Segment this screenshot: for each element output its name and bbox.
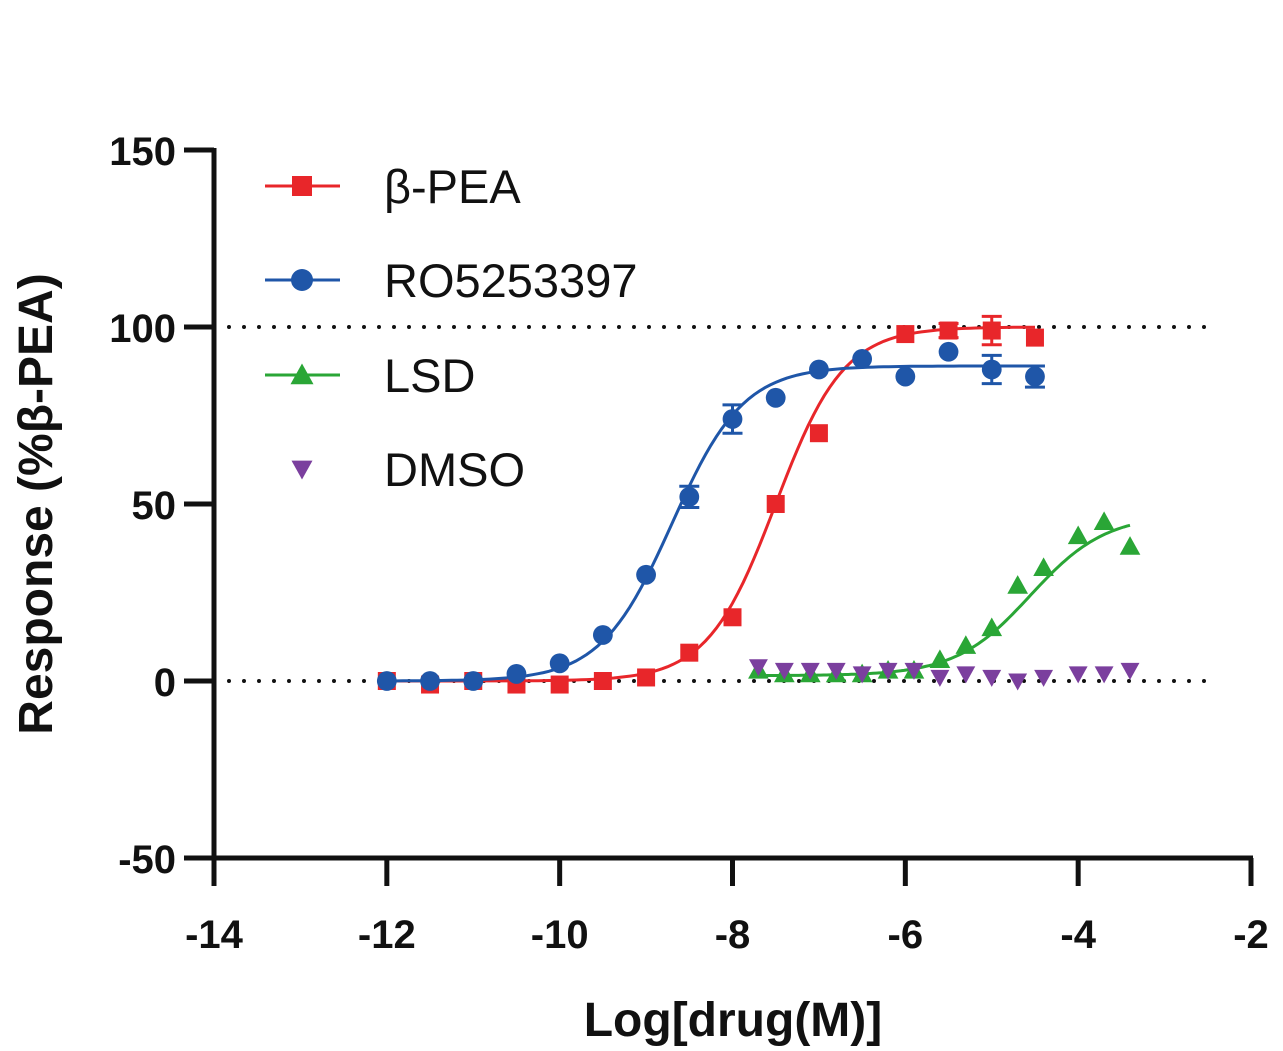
data-point-ro5253397: [376, 671, 397, 691]
data-point-pea: [593, 672, 612, 690]
data-point-pea: [550, 675, 569, 694]
data-point-lsd: [1067, 525, 1089, 545]
axes: -50 0 50 100 150 -14 -12 -10 -8 -6 -4 -2: [109, 130, 1269, 957]
data-point-pea: [680, 643, 699, 662]
data-point-dmso: [904, 662, 924, 680]
data-point-dmso: [1068, 666, 1088, 684]
data-point-lsd: [1119, 536, 1141, 555]
series-lsd: [748, 511, 1141, 683]
series-dmso: [748, 659, 1140, 691]
data-point-ro5253397: [1025, 366, 1045, 387]
data-point-lsd: [981, 617, 1003, 637]
legend-label: LSD: [384, 349, 475, 402]
x-tick-label: -14: [185, 913, 244, 957]
x-tick-label: -4: [1060, 913, 1096, 957]
data-point-pea: [766, 495, 785, 513]
data-point-ro5253397: [765, 387, 786, 408]
fit-curve-ro5253397: [386, 364, 1035, 683]
data-point-pea: [723, 608, 742, 627]
data-point-dmso: [956, 666, 976, 684]
fit-curves: [386, 325, 1131, 683]
x-axis-title: Log[drug(M)]: [584, 994, 883, 1047]
y-tick-label: 0: [154, 661, 176, 705]
data-point-lsd: [1033, 557, 1054, 576]
data-point-ro5253397: [636, 564, 656, 585]
fit-curve-pea: [386, 325, 1035, 683]
data-point-ro5253397: [938, 341, 959, 362]
legend-marker: [292, 176, 312, 196]
data-point-pea: [809, 424, 828, 443]
data-point-ro5253397: [679, 487, 700, 507]
data-points: [376, 314, 1141, 694]
legend-marker: [290, 363, 314, 385]
series-ro5253397: [376, 341, 1045, 691]
data-point-ro5253397: [506, 664, 527, 684]
legend-label: DMSO: [384, 443, 525, 496]
data-point-dmso: [1034, 669, 1054, 687]
y-axis-title: Response (%β-PEA): [10, 273, 63, 734]
legend-marker: [291, 269, 313, 291]
data-point-lsd: [929, 649, 951, 669]
data-point-pea: [939, 321, 958, 340]
data-point-pea: [982, 321, 1001, 340]
legend-item-ro5253397: RO5253397: [265, 254, 637, 307]
x-tick-label: -6: [888, 913, 924, 957]
data-point-dmso: [878, 662, 898, 680]
data-point-dmso: [1008, 673, 1028, 691]
legend-marker: [291, 460, 313, 480]
data-point-ro5253397: [852, 348, 873, 369]
data-point-ro5253397: [809, 359, 829, 380]
data-point-ro5253397: [722, 409, 743, 429]
data-point-ro5253397: [549, 653, 570, 674]
legend: β-PEA RO5253397 LSD DMSO: [265, 160, 637, 496]
data-point-ro5253397: [463, 671, 484, 691]
data-point-dmso: [800, 662, 820, 680]
data-point-lsd: [1093, 511, 1115, 530]
data-point-lsd: [1007, 575, 1029, 594]
data-point-pea: [637, 668, 656, 687]
legend-item-pea: β-PEA: [265, 160, 521, 213]
legend-item-dmso: DMSO: [291, 443, 525, 496]
y-tick-label: 50: [132, 484, 177, 528]
data-point-ro5253397: [981, 359, 1002, 380]
fit-curve-lsd: [758, 523, 1131, 678]
x-tick-label: -2: [1233, 913, 1269, 957]
data-point-dmso: [852, 666, 872, 684]
legend-item-lsd: LSD: [265, 349, 475, 402]
data-point-dmso: [982, 669, 1002, 687]
y-tick-label: 100: [109, 307, 176, 351]
data-point-ro5253397: [592, 625, 613, 645]
y-tick-label: 150: [109, 130, 176, 174]
data-point-ro5253397: [895, 366, 916, 387]
x-tick-label: -12: [358, 913, 416, 957]
data-point-dmso: [826, 662, 846, 680]
data-point-dmso: [1094, 666, 1114, 684]
data-point-dmso: [930, 669, 950, 687]
y-tick-label: -50: [118, 838, 176, 882]
legend-label: β-PEA: [384, 160, 521, 213]
data-point-lsd: [955, 635, 977, 654]
reference-lines: [212, 325, 1215, 683]
legend-label: RO5253397: [384, 254, 637, 307]
data-point-dmso: [748, 659, 768, 677]
x-tick-label: -8: [715, 913, 751, 957]
x-tick-label: -10: [531, 913, 589, 957]
data-point-ro5253397: [420, 671, 440, 691]
data-point-dmso: [1120, 662, 1140, 680]
data-point-dmso: [774, 662, 794, 680]
data-point-pea: [1025, 328, 1044, 347]
data-point-pea: [896, 325, 915, 344]
